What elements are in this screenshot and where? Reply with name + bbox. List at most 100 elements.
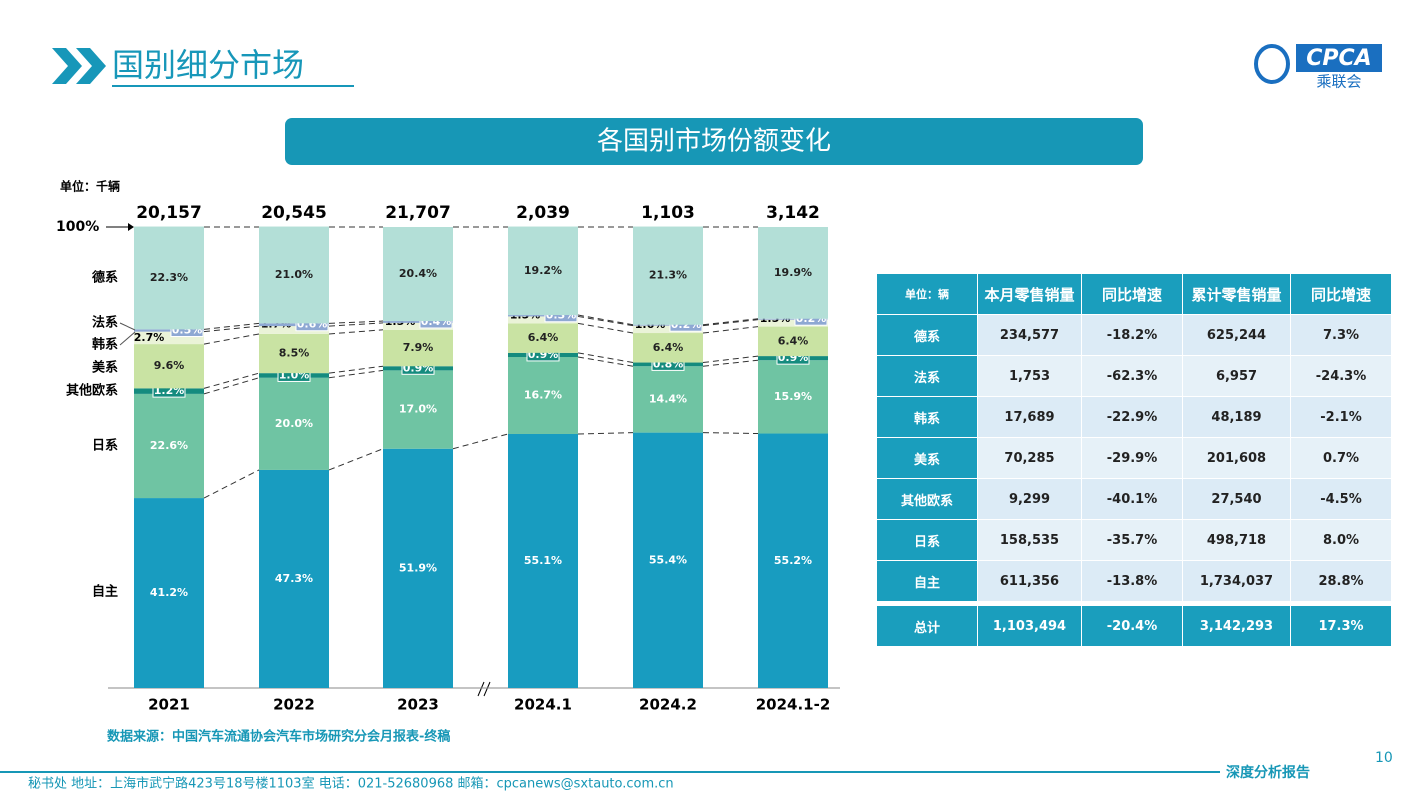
- value-label: 8.5%: [279, 347, 310, 360]
- table-cell: -29.9%: [1082, 438, 1183, 479]
- bar-segment: [633, 324, 703, 326]
- table-cell: -35.7%: [1082, 520, 1183, 561]
- table-cell: 3,142,293: [1183, 602, 1291, 647]
- table-cell: -22.9%: [1082, 397, 1183, 438]
- bar-segment: [633, 226, 703, 325]
- table-cell: 同比增速: [1082, 274, 1183, 315]
- total-label: 21,707: [385, 203, 451, 223]
- connector: [328, 448, 384, 471]
- table-cell: 其他欧系: [877, 479, 978, 520]
- value-label: 19.2%: [524, 264, 562, 277]
- connector: [577, 314, 634, 326]
- table-cell: -13.8%: [1082, 561, 1183, 602]
- bar-segment: [134, 226, 204, 330]
- legend-label: 自主: [92, 584, 118, 600]
- leader: [119, 322, 136, 331]
- table-cell: -24.3%: [1291, 356, 1392, 397]
- banner-text: 各国别市场份额变化: [597, 127, 831, 157]
- table-cell: 法系: [877, 356, 978, 397]
- source: 数据来源：中国汽车流通协会汽车市场研究分会月报表-终稿: [107, 729, 450, 745]
- value-label: 21.0%: [275, 268, 313, 281]
- table-cell: 7.3%: [1291, 315, 1392, 356]
- table-cell: 9,299: [978, 479, 1082, 520]
- connector: [577, 352, 634, 364]
- bar-segment: [134, 393, 204, 499]
- table-cell: -62.3%: [1082, 356, 1183, 397]
- connector: [577, 432, 634, 435]
- connector: [702, 432, 759, 435]
- legend-label: 法系: [92, 315, 118, 331]
- bar-segment: [758, 227, 828, 319]
- table-row: 日系 158,535 -35.7% 498,718 8.0%: [877, 520, 1392, 561]
- connector: [203, 372, 260, 389]
- table-cell: 17,689: [978, 397, 1082, 438]
- bar-segment: [259, 226, 329, 324]
- connector: [203, 322, 260, 330]
- bar-segment: [758, 319, 828, 327]
- value-label: 20.4%: [399, 267, 437, 280]
- legend-label: 日系: [92, 438, 118, 454]
- table-cell: 总计: [877, 602, 978, 647]
- value-label: 21.3%: [649, 269, 687, 282]
- total-label: 2,039: [516, 203, 570, 223]
- value-label: 47.3%: [275, 572, 313, 585]
- bar-segment: [508, 357, 578, 434]
- bar-segment: [383, 321, 453, 323]
- bar-segment: [383, 322, 453, 330]
- x-tick-label: 2024.1-2: [756, 696, 831, 714]
- bar-segment: [508, 323, 578, 353]
- table-cell: -2.1%: [1291, 397, 1392, 438]
- unit-label: 单位：千辆: [60, 179, 120, 194]
- value-label: 22.3%: [150, 271, 188, 284]
- legend-label: 韩系: [92, 337, 118, 353]
- table-cell: 234,577: [978, 315, 1082, 356]
- bar-segment: [633, 366, 703, 433]
- table-row: 韩系 17,689 -22.9% 48,189 -2.1%: [877, 397, 1392, 438]
- value-label: 22.6%: [150, 439, 188, 452]
- legend-label: 其他欧系: [66, 383, 118, 399]
- connector: [577, 356, 634, 367]
- bar-segment: [508, 226, 578, 316]
- value-label: 15.9%: [774, 390, 812, 403]
- table-cell: 48,189: [1183, 397, 1291, 438]
- connector: [577, 322, 634, 334]
- table-row: 总计 1,103,494 -20.4% 3,142,293 17.3%: [877, 602, 1392, 647]
- chevron: [52, 48, 82, 84]
- bar-segment: [134, 344, 204, 389]
- table-cell: 1,734,037: [1183, 561, 1291, 602]
- x-tick-label: 2024.2: [639, 696, 697, 714]
- bar-segment: [758, 326, 828, 357]
- value-label: 20.0%: [275, 417, 313, 430]
- bar-segment: [758, 433, 828, 688]
- table-row: 其他欧系 9,299 -40.1% 27,540 -4.5%: [877, 479, 1392, 520]
- table-cell: -40.1%: [1082, 479, 1183, 520]
- value-label: 55.4%: [649, 553, 687, 566]
- total-label: 3,142: [766, 203, 820, 223]
- banner: [285, 118, 1143, 165]
- page-number: 10: [1375, 750, 1393, 766]
- table-cell: 158,535: [978, 520, 1082, 561]
- x-tick-label: 2023: [397, 696, 439, 714]
- table-row: 美系 70,285 -29.9% 201,608 0.7%: [877, 438, 1392, 479]
- bar-segment: [383, 329, 453, 367]
- value-label: 51.9%: [399, 561, 437, 574]
- value-label: 41.2%: [150, 586, 188, 599]
- table-cell: 611,356: [978, 561, 1082, 602]
- connector: [328, 365, 384, 374]
- table-cell: 27,540: [1183, 479, 1291, 520]
- table-cell: -4.5%: [1291, 479, 1392, 520]
- chevron: [76, 48, 106, 84]
- bar-segment: [508, 316, 578, 324]
- table-cell: 8.0%: [1291, 520, 1392, 561]
- page-title: 国别细分市场: [112, 46, 304, 84]
- connector: [702, 318, 759, 326]
- y-tick-label: 100%: [56, 219, 99, 235]
- connector: [452, 433, 509, 450]
- table-row: 德系 234,577 -18.2% 625,244 7.3%: [877, 315, 1392, 356]
- bar-segment: [508, 433, 578, 688]
- table-cell: 201,608: [1183, 438, 1291, 479]
- bar-segment: [758, 360, 828, 434]
- bar-segment: [259, 333, 329, 374]
- connector: [702, 319, 759, 327]
- total-label: 20,157: [136, 203, 202, 223]
